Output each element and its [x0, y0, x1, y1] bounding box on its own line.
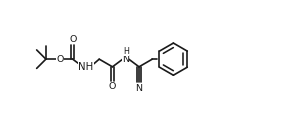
Text: O: O: [57, 55, 64, 64]
Text: NH: NH: [78, 62, 94, 72]
Text: O: O: [69, 34, 76, 43]
Text: N: N: [136, 84, 143, 93]
Text: H: H: [123, 47, 129, 56]
Text: O: O: [109, 82, 116, 91]
Text: N: N: [122, 55, 129, 64]
